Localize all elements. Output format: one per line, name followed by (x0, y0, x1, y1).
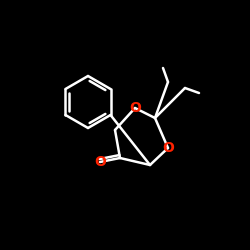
Text: O: O (162, 141, 174, 155)
Text: O: O (129, 101, 141, 115)
Text: O: O (94, 155, 106, 169)
